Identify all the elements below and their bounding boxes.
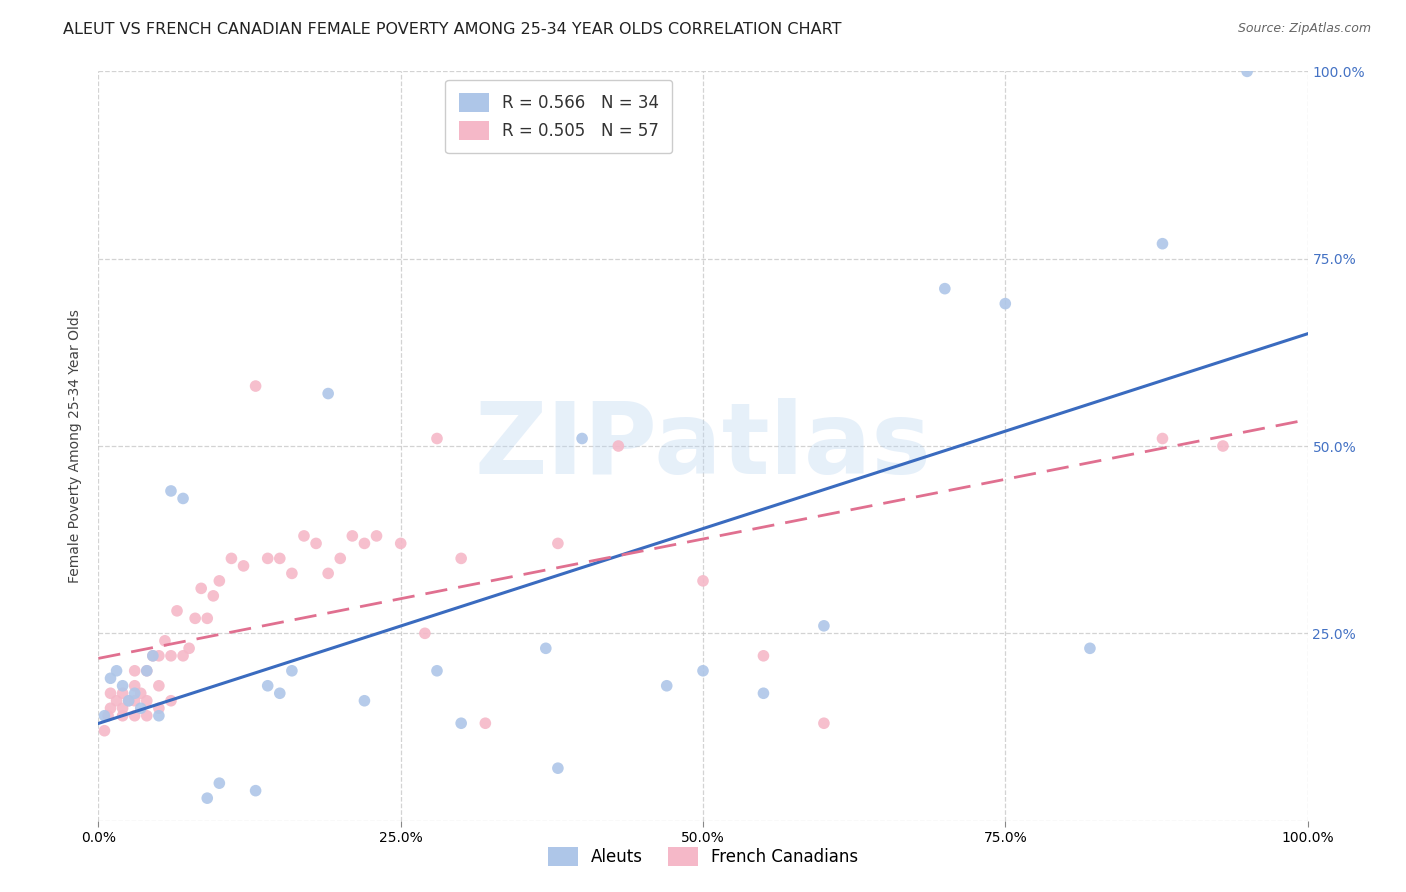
Point xyxy=(269,686,291,700)
Point xyxy=(135,664,157,678)
Point xyxy=(142,648,165,663)
Y-axis label: Female Poverty Among 25-34 Year Olds: Female Poverty Among 25-34 Year Olds xyxy=(69,309,83,583)
Point xyxy=(607,439,630,453)
Point xyxy=(124,686,146,700)
Point xyxy=(692,664,714,678)
Point xyxy=(97,708,120,723)
Point xyxy=(172,648,194,663)
Point xyxy=(118,694,141,708)
Point xyxy=(389,536,412,550)
Point xyxy=(353,694,375,708)
Point xyxy=(692,574,714,588)
Point xyxy=(148,701,170,715)
Point xyxy=(232,558,254,573)
Point xyxy=(135,708,157,723)
Point xyxy=(195,791,218,805)
Point xyxy=(111,679,134,693)
Text: ZIPatlas: ZIPatlas xyxy=(475,398,931,494)
Legend: R = 0.566   N = 34, R = 0.505   N = 57: R = 0.566 N = 34, R = 0.505 N = 57 xyxy=(446,79,672,153)
Point xyxy=(342,529,364,543)
Point xyxy=(208,776,231,790)
Point xyxy=(256,679,278,693)
Point xyxy=(813,716,835,731)
Point xyxy=(111,701,134,715)
Point xyxy=(135,694,157,708)
Point xyxy=(118,694,141,708)
Point xyxy=(100,671,122,685)
Point xyxy=(221,551,243,566)
Point xyxy=(245,379,267,393)
Point xyxy=(571,432,593,446)
Point xyxy=(752,686,775,700)
Point xyxy=(100,686,122,700)
Point xyxy=(450,551,472,566)
Point xyxy=(93,723,115,738)
Point xyxy=(1152,236,1174,251)
Point xyxy=(534,641,557,656)
Point xyxy=(426,432,449,446)
Point xyxy=(245,783,267,797)
Point xyxy=(153,633,176,648)
Point xyxy=(190,582,212,596)
Point xyxy=(353,536,375,550)
Point xyxy=(305,536,328,550)
Point xyxy=(148,679,170,693)
Point xyxy=(100,701,122,715)
Point xyxy=(547,761,569,775)
Point xyxy=(93,708,115,723)
Point xyxy=(269,551,291,566)
Point xyxy=(413,626,436,640)
Point xyxy=(111,686,134,700)
Point xyxy=(316,566,339,581)
Point xyxy=(129,686,152,700)
Text: ALEUT VS FRENCH CANADIAN FEMALE POVERTY AMONG 25-34 YEAR OLDS CORRELATION CHART: ALEUT VS FRENCH CANADIAN FEMALE POVERTY … xyxy=(63,22,842,37)
Point xyxy=(547,536,569,550)
Point xyxy=(450,716,472,731)
Point xyxy=(208,574,231,588)
Point xyxy=(124,694,146,708)
Point xyxy=(160,694,183,708)
Point xyxy=(813,619,835,633)
Point xyxy=(148,648,170,663)
Legend: Aleuts, French Canadians: Aleuts, French Canadians xyxy=(540,838,866,875)
Point xyxy=(135,664,157,678)
Point xyxy=(142,648,165,663)
Point xyxy=(655,679,678,693)
Point xyxy=(148,708,170,723)
Point xyxy=(195,611,218,625)
Point xyxy=(172,491,194,506)
Point xyxy=(179,641,201,656)
Point xyxy=(994,296,1017,310)
Point xyxy=(934,282,956,296)
Point xyxy=(124,708,146,723)
Point xyxy=(292,529,315,543)
Point xyxy=(124,664,146,678)
Point xyxy=(366,529,388,543)
Point xyxy=(111,708,134,723)
Point xyxy=(281,566,304,581)
Point xyxy=(202,589,225,603)
Point xyxy=(1152,432,1174,446)
Text: Source: ZipAtlas.com: Source: ZipAtlas.com xyxy=(1237,22,1371,36)
Point xyxy=(184,611,207,625)
Point xyxy=(316,386,339,401)
Point xyxy=(160,483,183,498)
Point xyxy=(105,664,128,678)
Point xyxy=(1236,64,1258,78)
Point xyxy=(166,604,188,618)
Point xyxy=(1078,641,1101,656)
Point xyxy=(281,664,304,678)
Point xyxy=(105,694,128,708)
Point xyxy=(256,551,278,566)
Point xyxy=(124,679,146,693)
Point xyxy=(1212,439,1234,453)
Point xyxy=(752,648,775,663)
Point xyxy=(160,648,183,663)
Point xyxy=(329,551,352,566)
Point xyxy=(426,664,449,678)
Point xyxy=(474,716,496,731)
Point xyxy=(129,701,152,715)
